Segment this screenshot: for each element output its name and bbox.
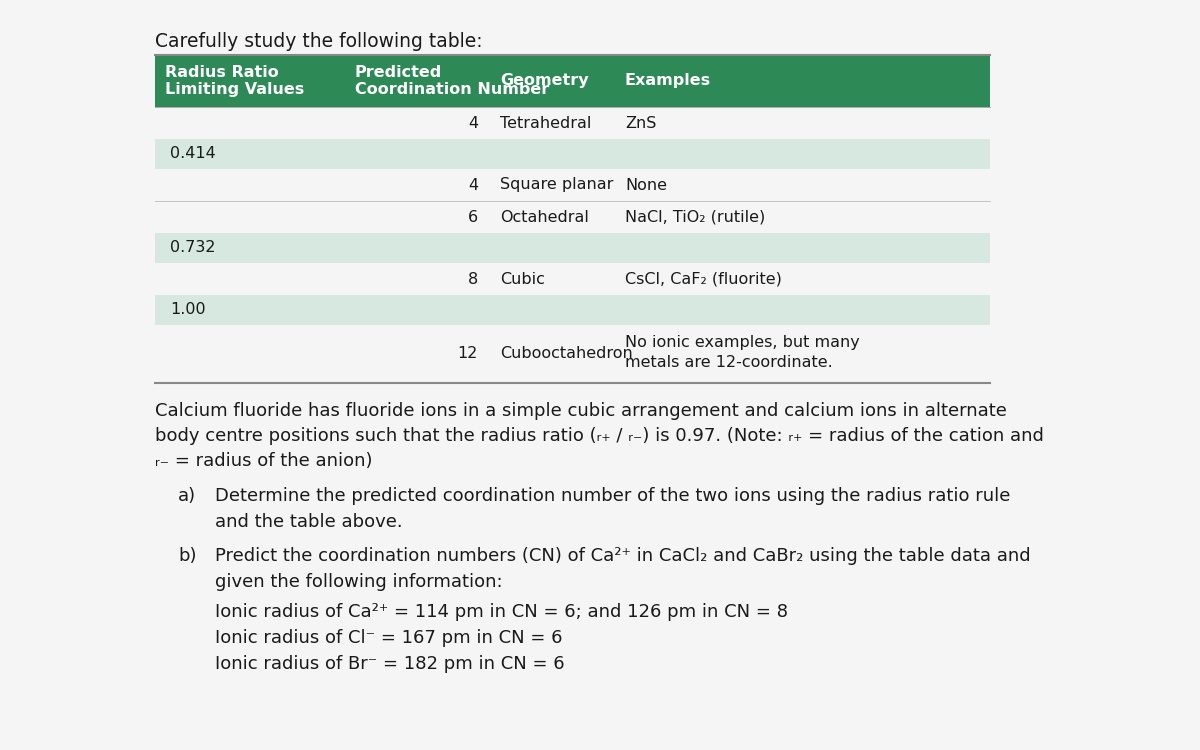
Bar: [155, 169, 990, 201]
Bar: [155, 107, 990, 139]
Text: CsCl, CaF₂ (fluorite): CsCl, CaF₂ (fluorite): [625, 272, 782, 286]
Text: 12: 12: [457, 346, 478, 362]
Text: Ionic radius of Br⁻ = 182 pm in CN = 6: Ionic radius of Br⁻ = 182 pm in CN = 6: [215, 655, 565, 673]
Text: 0.414: 0.414: [170, 146, 216, 161]
Bar: [155, 139, 990, 169]
Text: Radius Ratio: Radius Ratio: [166, 65, 278, 80]
Text: None: None: [625, 178, 667, 193]
Text: Cubic: Cubic: [500, 272, 545, 286]
Text: Cubooctahedron: Cubooctahedron: [500, 346, 632, 362]
Text: b): b): [178, 547, 197, 565]
Text: Calcium fluoride has fluoride ions in a simple cubic arrangement and calcium ion: Calcium fluoride has fluoride ions in a …: [155, 402, 1007, 420]
Bar: [155, 233, 990, 263]
Text: Square planar: Square planar: [500, 178, 613, 193]
Text: NaCl, TiO₂ (rutile): NaCl, TiO₂ (rutile): [625, 209, 766, 224]
Text: Predicted: Predicted: [355, 65, 443, 80]
Text: body centre positions such that the radius ratio (ᵣ₊ / ᵣ₋) is 0.97. (Note: ᵣ₊ = : body centre positions such that the radi…: [155, 427, 1044, 445]
Text: and the table above.: and the table above.: [215, 513, 403, 531]
Bar: [155, 201, 990, 233]
Text: Geometry: Geometry: [500, 74, 589, 88]
Text: metals are 12-coordinate.: metals are 12-coordinate.: [625, 355, 833, 370]
Text: Ionic radius of Cl⁻ = 167 pm in CN = 6: Ionic radius of Cl⁻ = 167 pm in CN = 6: [215, 629, 563, 647]
Bar: [155, 295, 990, 325]
Text: Limiting Values: Limiting Values: [166, 82, 305, 97]
Text: given the following information:: given the following information:: [215, 573, 503, 591]
Text: ᵣ₋ = radius of the anion): ᵣ₋ = radius of the anion): [155, 452, 372, 470]
Text: a): a): [178, 487, 196, 505]
Text: Carefully study the following table:: Carefully study the following table:: [155, 32, 482, 51]
Bar: [155, 325, 990, 383]
Bar: [155, 55, 990, 107]
Text: No ionic examples, but many: No ionic examples, but many: [625, 335, 859, 350]
Text: 8: 8: [468, 272, 478, 286]
Text: Examples: Examples: [625, 74, 712, 88]
Bar: [155, 263, 990, 295]
Text: 4: 4: [468, 116, 478, 130]
Text: Ionic radius of Ca²⁺ = 114 pm in CN = 6; and 126 pm in CN = 8: Ionic radius of Ca²⁺ = 114 pm in CN = 6;…: [215, 603, 788, 621]
Text: 1.00: 1.00: [170, 302, 205, 317]
Text: ZnS: ZnS: [625, 116, 656, 130]
Text: Predict the coordination numbers (CN) of Ca²⁺ in CaCl₂ and CaBr₂ using the table: Predict the coordination numbers (CN) of…: [215, 547, 1031, 565]
Text: 0.732: 0.732: [170, 241, 216, 256]
Text: 4: 4: [468, 178, 478, 193]
Text: Octahedral: Octahedral: [500, 209, 589, 224]
Text: Coordination Number: Coordination Number: [355, 82, 550, 97]
Text: 6: 6: [468, 209, 478, 224]
Text: Tetrahedral: Tetrahedral: [500, 116, 592, 130]
Text: Determine the predicted coordination number of the two ions using the radius rat: Determine the predicted coordination num…: [215, 487, 1010, 505]
